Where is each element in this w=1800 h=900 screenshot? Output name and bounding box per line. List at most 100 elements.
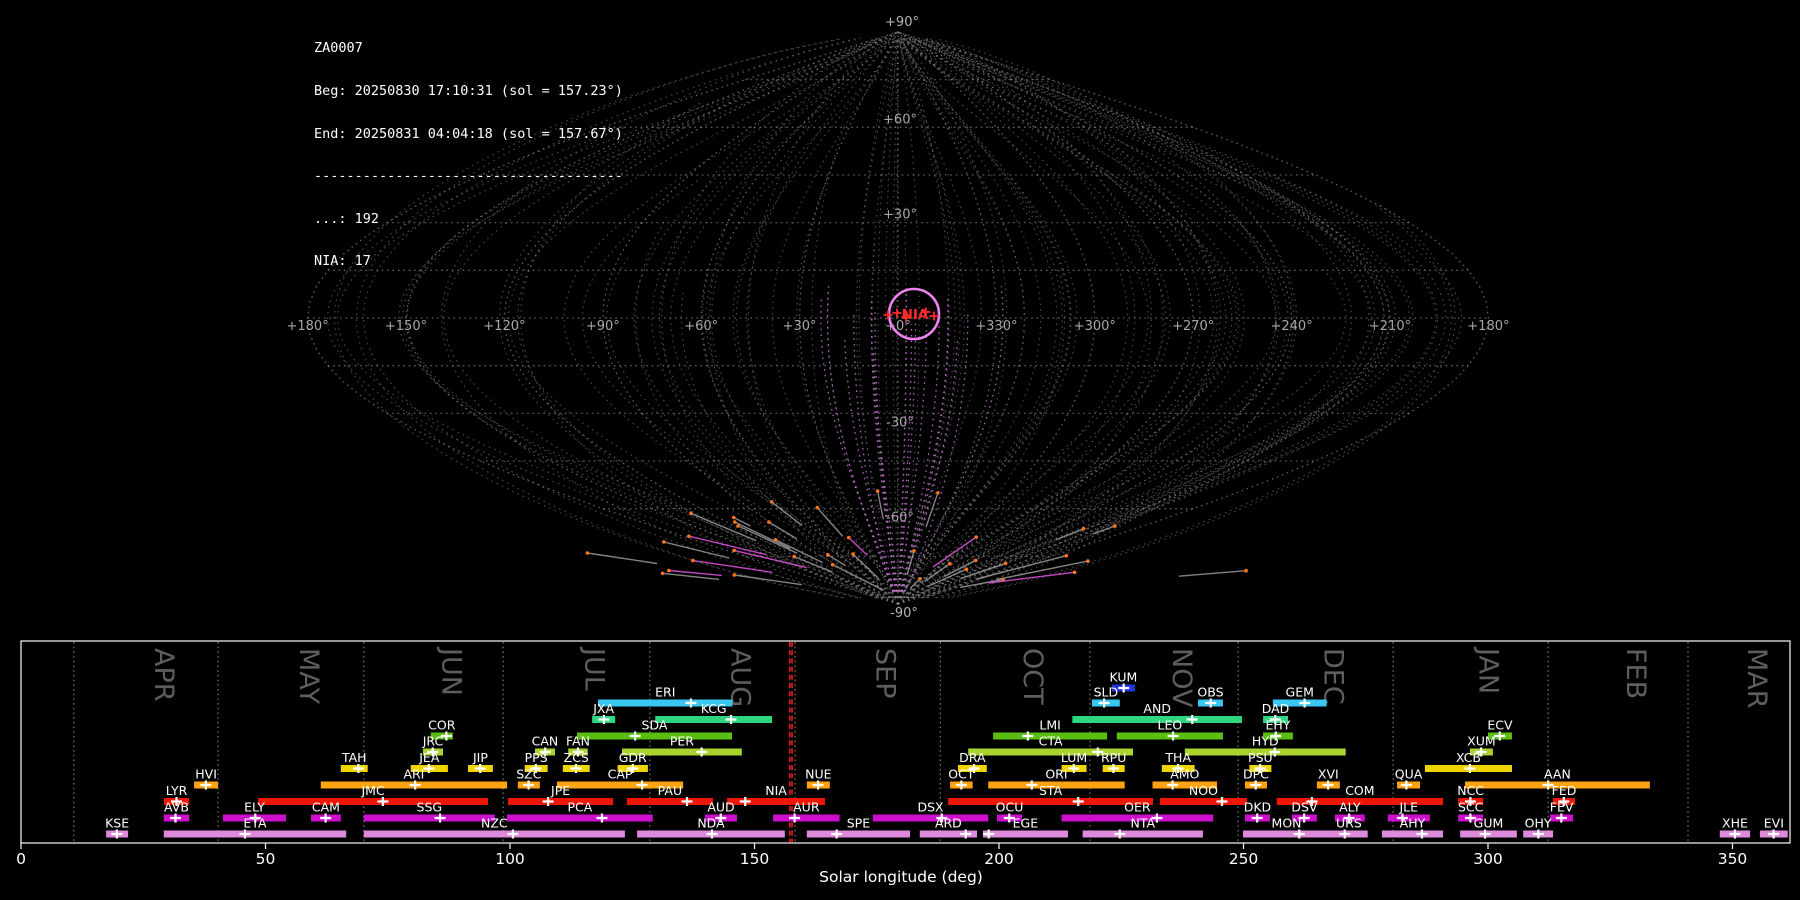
meteor-trail <box>663 541 730 559</box>
nia-meteor-trail <box>988 571 1075 584</box>
shower-peak-cross-JEA <box>423 764 435 773</box>
sky-lat-label: +30° <box>883 208 917 223</box>
sporadic-track <box>902 37 1215 599</box>
shower-label-SLD: SLD <box>1094 685 1119 700</box>
meteor-trail <box>737 525 798 554</box>
shower-label-HYD: HYD <box>1252 734 1279 749</box>
shower-peak-cross-HVI <box>200 780 212 790</box>
shower-label-FEV: FEV <box>1550 800 1574 815</box>
shower-peak-cross-NTA <box>1114 829 1126 839</box>
meteor-trail <box>925 492 939 528</box>
shower-label-PER: PER <box>670 734 694 749</box>
shower-peak-cross-KUM <box>1118 683 1130 693</box>
sporadic-track <box>855 38 898 598</box>
shower-label-JPE: JPE <box>550 783 570 798</box>
shower-label-GUM: GUM <box>1474 816 1504 831</box>
meteor-trail <box>771 501 803 527</box>
shower-peak-cross-OHY <box>1532 829 1544 839</box>
sporadic-track <box>633 114 893 599</box>
sporadic-track <box>901 164 1241 599</box>
shower-peak-cross-STA <box>1072 797 1084 806</box>
sporadic-track <box>902 37 1277 599</box>
nia-radiant-point <box>883 310 893 320</box>
shower-peak-cross-DKD <box>1251 813 1263 823</box>
nia-shower-track <box>901 298 949 592</box>
sporadic-track <box>907 37 1246 599</box>
shower-label-KUM: KUM <box>1110 670 1138 685</box>
trail-tip <box>948 561 952 566</box>
shower-peak-cross-LMI <box>1022 731 1034 741</box>
shower-peak-cross-CAP <box>636 780 648 790</box>
shower-peak-cross-ECV <box>1494 731 1506 741</box>
sporadic-track <box>333 37 845 599</box>
sporadic-track <box>903 37 1411 599</box>
shower-peak-cross-KCG <box>725 715 737 724</box>
month-label: MAY <box>293 648 324 705</box>
shower-bar-KCG <box>655 716 773 723</box>
shower-bar-NZC <box>363 830 625 838</box>
trail-tip <box>585 551 590 555</box>
shower-peak-cross-ELY <box>249 813 261 823</box>
shower-peak-cross-ETA <box>239 829 251 839</box>
sporadic-track <box>896 38 899 598</box>
shower-peak-cross-SZC <box>523 780 535 790</box>
shower-label-DSV: DSV <box>1291 800 1318 815</box>
nia-meteor-trail <box>848 537 868 556</box>
shower-peak-cross-CAM <box>320 813 332 823</box>
trail-tip <box>736 524 740 528</box>
sky-lon-label: +60° <box>684 319 718 334</box>
meteor-trail <box>690 512 757 542</box>
shower-bar-ARD <box>919 830 977 838</box>
trail-tip <box>964 567 969 571</box>
sky-lat-label: +60° <box>883 112 917 127</box>
trail-tip <box>846 535 851 540</box>
shower-bar-AND <box>1072 716 1243 723</box>
trail-tip <box>792 554 796 559</box>
shower-bar-NOO <box>1159 798 1247 805</box>
sporadic-track <box>942 126 1295 599</box>
begin-time-line: Beg: 20250830 17:10:31 (sol = 157.23°) <box>314 83 623 100</box>
trail-tip <box>1113 524 1117 528</box>
shower-bar-ETA <box>163 830 347 838</box>
sporadic-track <box>336 37 887 599</box>
shower-peak-cross-NDA <box>706 829 718 839</box>
meteor-trail <box>832 564 884 591</box>
shower-peak-cross-KSE <box>111 829 123 839</box>
sporadic-track <box>605 254 896 599</box>
x-tick-label: 50 <box>256 850 276 868</box>
shower-label-DAD: DAD <box>1262 701 1290 716</box>
shower-peak-cross-EGE <box>983 829 995 839</box>
sky-grid-meridian <box>897 31 1096 605</box>
shower-bar-CAP <box>556 781 684 789</box>
sky-north-pole-label: +90° <box>885 15 919 30</box>
shower-bar-OER <box>1061 814 1214 822</box>
meteor-trail <box>587 552 658 565</box>
shower-label-ZCS: ZCS <box>564 750 589 765</box>
shower-bar-DSX <box>872 814 989 822</box>
trail-tip <box>660 571 665 576</box>
shower-label-EHY: EHY <box>1266 718 1291 733</box>
shower-peak-cross-JMC <box>377 797 389 806</box>
shower-peak-cross-PSU <box>1254 764 1266 773</box>
shower-label-AUD: AUD <box>707 800 734 815</box>
trail-tip <box>691 558 695 563</box>
sky-grid-meridian <box>503 31 899 605</box>
sporadic-track <box>670 37 895 599</box>
shower-label-NTA: NTA <box>1130 816 1155 831</box>
sky-lat-label: -30° <box>886 415 914 430</box>
shower-label-PAU: PAU <box>658 783 682 798</box>
shower-peak-cross-NZC <box>507 829 519 839</box>
shower-bar-JMC <box>258 798 488 805</box>
sky-grid-meridian <box>700 31 899 605</box>
sporadic-track <box>899 38 1071 598</box>
shower-label-DKD: DKD <box>1244 800 1271 815</box>
shower-bar-SDA <box>576 732 733 740</box>
sporadic-track <box>892 38 899 598</box>
sporadic-track <box>901 37 1238 599</box>
shower-label-JXA: JXA <box>592 701 614 716</box>
meteor-trail <box>1055 528 1084 541</box>
shower-label-OBS: OBS <box>1197 685 1223 700</box>
sporadic-track <box>914 37 1136 599</box>
shower-label-PCA: PCA <box>568 800 593 815</box>
timeline-frame <box>20 640 1791 844</box>
